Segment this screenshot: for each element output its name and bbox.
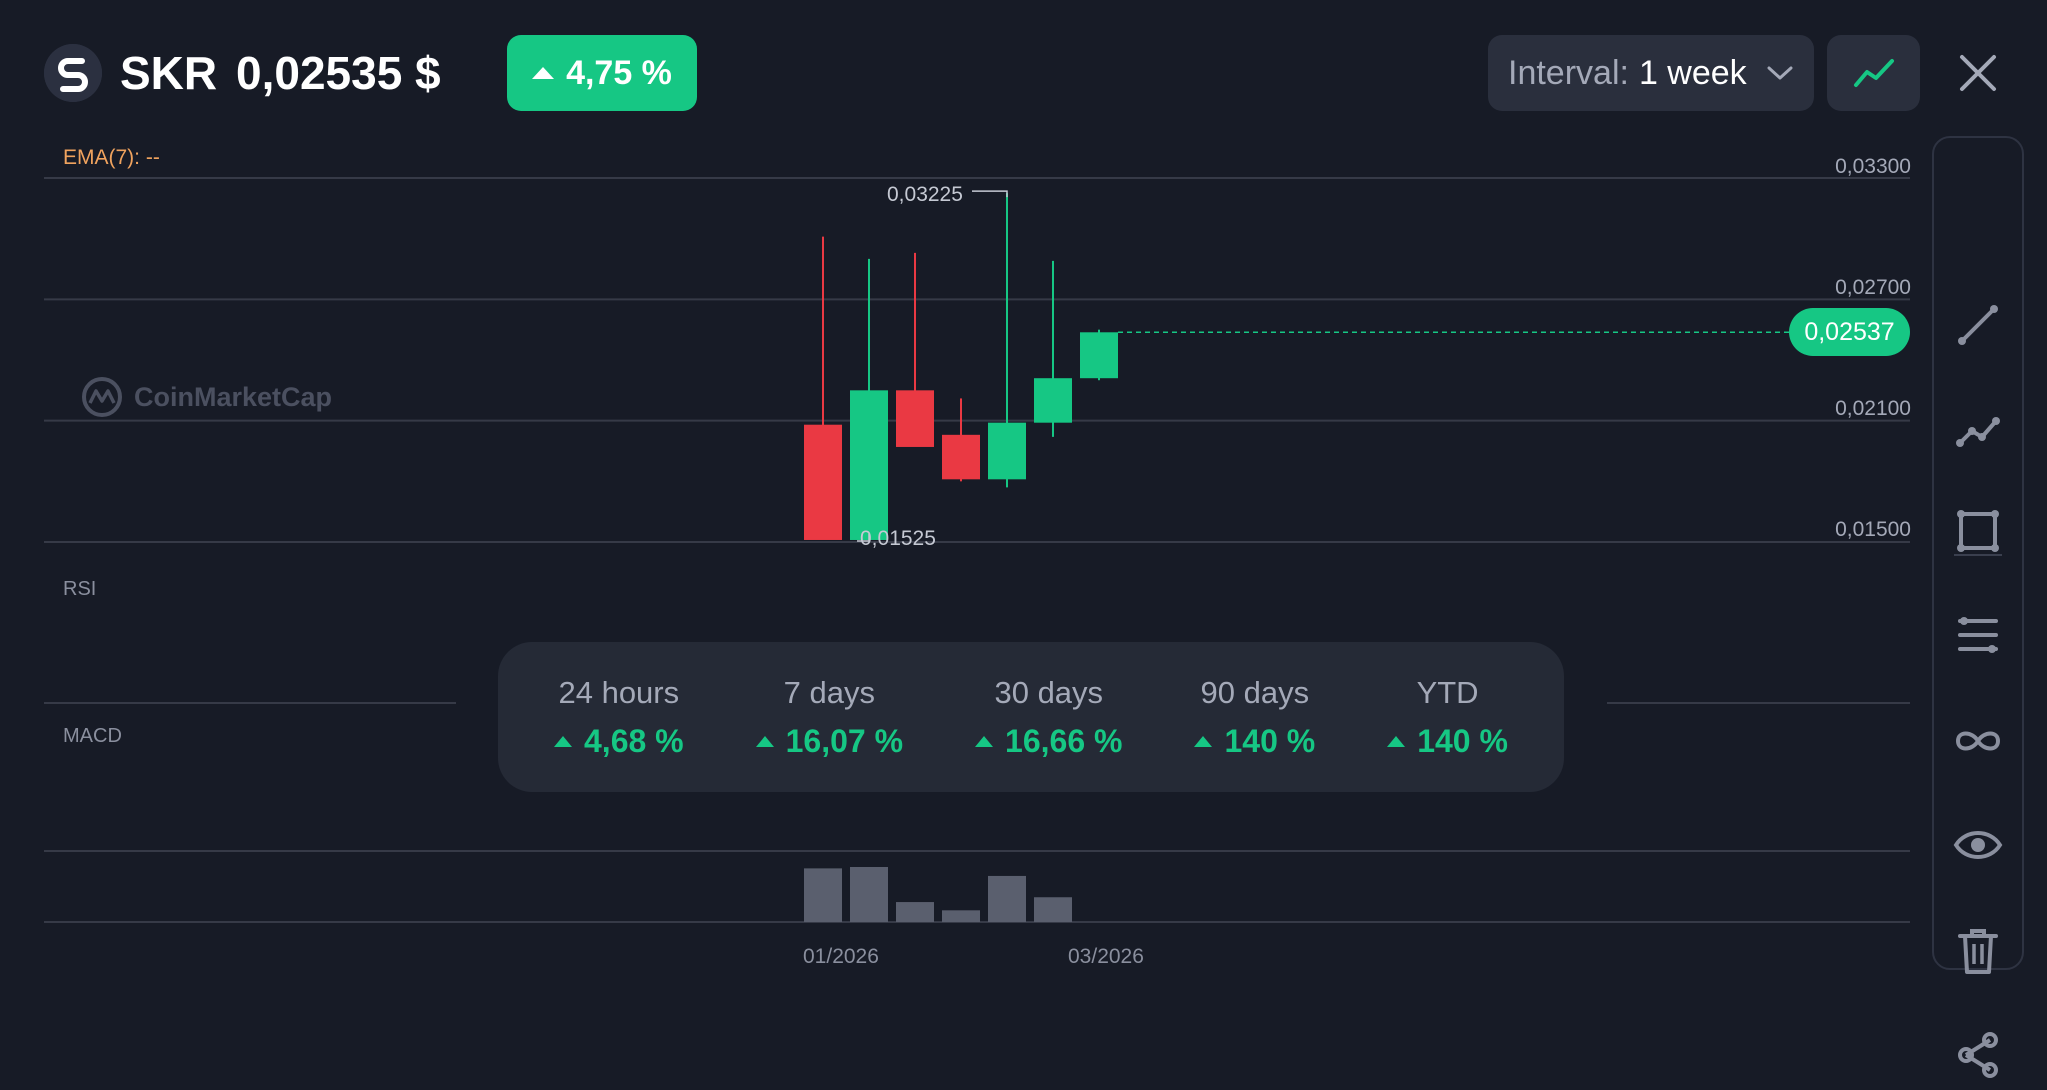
macd-pane-label: MACD: [63, 725, 122, 747]
trend-line-icon: [1958, 305, 1998, 345]
chevron-down-icon: [1767, 66, 1793, 80]
close-icon: [1960, 55, 1996, 91]
delete-tool[interactable]: [1934, 916, 2022, 986]
interval-value: 1 week: [1638, 53, 1747, 92]
stat-change-value: 140 %: [1224, 722, 1316, 759]
volume-bar: [850, 867, 888, 922]
stat-change: 16,07 %: [755, 722, 904, 760]
trash-icon: [1958, 929, 1998, 974]
drawing-toolbar: [1932, 136, 2024, 1078]
stat-period: YTD: [1416, 674, 1479, 710]
candle: [850, 258, 888, 540]
up-arrow-icon: [975, 735, 994, 747]
x-tick-label: 01/2026: [803, 945, 879, 968]
coinmarketcap-logo-icon: [82, 377, 122, 417]
up-arrow-icon: [554, 735, 572, 747]
stat-change-value: 16,07 %: [785, 722, 904, 759]
infinity-icon: [1955, 731, 2001, 751]
share-icon: [1958, 1032, 1998, 1078]
line-chart-icon: [1853, 59, 1894, 87]
candle-body: [942, 434, 980, 480]
stat-change-value: 4,68 %: [584, 722, 684, 759]
candle: [988, 193, 1026, 488]
stat-change: 16,66 %: [975, 723, 1122, 760]
candle-body: [1080, 332, 1118, 379]
skr-logo-icon: [44, 44, 102, 102]
coin-symbol: SKR: [120, 47, 218, 99]
coin-logo: [44, 44, 102, 102]
close-button[interactable]: [1955, 50, 2001, 96]
watermark: CoinMarketCap: [80, 375, 332, 419]
stat-period: 90 days: [1200, 674, 1310, 710]
stat-ytd: YTD 140 %: [1387, 675, 1508, 760]
stat-change-value: 140 %: [1417, 722, 1508, 759]
candle-body: [1034, 378, 1072, 423]
candle-body: [896, 390, 934, 447]
rsi-pane-label: RSI: [63, 578, 97, 600]
parallel-lines-icon: [1958, 617, 1998, 653]
candle: [1080, 329, 1118, 381]
share-tool[interactable]: [1934, 1020, 2022, 1090]
performance-panel: 24 hours 4,68 % 7 days 16,07 % 30 days 1…: [498, 642, 1564, 792]
high-price-label: 0,03225: [887, 183, 963, 206]
watermark-text: CoinMarketCap: [134, 381, 333, 412]
y-tick-label: 0,02100: [1835, 397, 1911, 420]
stat-period: 7 days: [783, 674, 875, 710]
stat-change: 4,68 %: [554, 723, 684, 760]
stat-change: 140 %: [1387, 723, 1508, 760]
volume-bar: [942, 910, 980, 922]
stat-24h: 24 hours 4,68 %: [554, 675, 684, 760]
price-chart[interactable]: [0, 0, 2047, 1009]
volume-bar: [896, 902, 934, 922]
stat-change: 140 %: [1194, 723, 1315, 760]
stat-7d: 7 days 16,07 %: [755, 674, 904, 760]
toolbar-divider: [1954, 554, 2002, 556]
candle: [804, 236, 842, 540]
price-change-badge: 4,75 %: [507, 35, 697, 111]
volume-bar: [1034, 897, 1072, 922]
polyline-tool[interactable]: [1934, 396, 2022, 466]
visibility-tool[interactable]: [1934, 810, 2022, 880]
interval-dropdown[interactable]: Interval: 1 week: [1488, 35, 1814, 111]
eye-icon: [1953, 831, 2003, 859]
x-tick-label: 03/2026: [1068, 945, 1144, 968]
up-arrow-icon: [1387, 735, 1406, 747]
low-price-label: 0,01525: [860, 527, 936, 550]
candle: [942, 398, 980, 482]
volume-bar: [804, 868, 842, 922]
polyline-icon: [1956, 417, 2000, 447]
trend-line-tool[interactable]: [1934, 290, 2022, 360]
candle: [896, 252, 934, 447]
up-arrow-icon: [755, 735, 774, 747]
ema-indicator-label: EMA(7): --: [63, 146, 160, 169]
stat-period: 30 days: [994, 674, 1104, 710]
up-arrow-icon: [532, 67, 555, 79]
price-change-value: 4,75 %: [566, 53, 672, 92]
chart-type-button[interactable]: [1827, 35, 1920, 111]
y-tick-label: 0,03300: [1835, 155, 1911, 178]
low-leader-line: [857, 533, 870, 542]
current-price-label: 0,02537: [1789, 308, 1910, 356]
stat-90d: 90 days 140 %: [1194, 675, 1315, 760]
y-tick-label: 0,02700: [1835, 276, 1911, 299]
stat-change-value: 16,66 %: [1005, 722, 1123, 759]
stat-30d: 30 days 16,66 %: [975, 675, 1122, 760]
stat-period: 24 hours: [558, 674, 680, 710]
interval-label: Interval:: [1508, 53, 1629, 92]
magnet-tool[interactable]: [1934, 706, 2022, 776]
rectangle-icon: [1957, 510, 1999, 552]
candle-body: [988, 422, 1026, 480]
y-tick-label: 0,01500: [1835, 518, 1911, 541]
candle: [1034, 260, 1072, 437]
high-leader-line: [972, 190, 1008, 198]
candle-body: [850, 390, 888, 540]
candle-body: [804, 424, 842, 540]
volume-bar: [988, 875, 1026, 922]
coin-price: 0,02535 $: [236, 47, 441, 99]
rectangle-tool[interactable]: [1934, 496, 2022, 566]
up-arrow-icon: [1194, 735, 1213, 747]
parallel-lines-tool[interactable]: [1934, 600, 2022, 670]
